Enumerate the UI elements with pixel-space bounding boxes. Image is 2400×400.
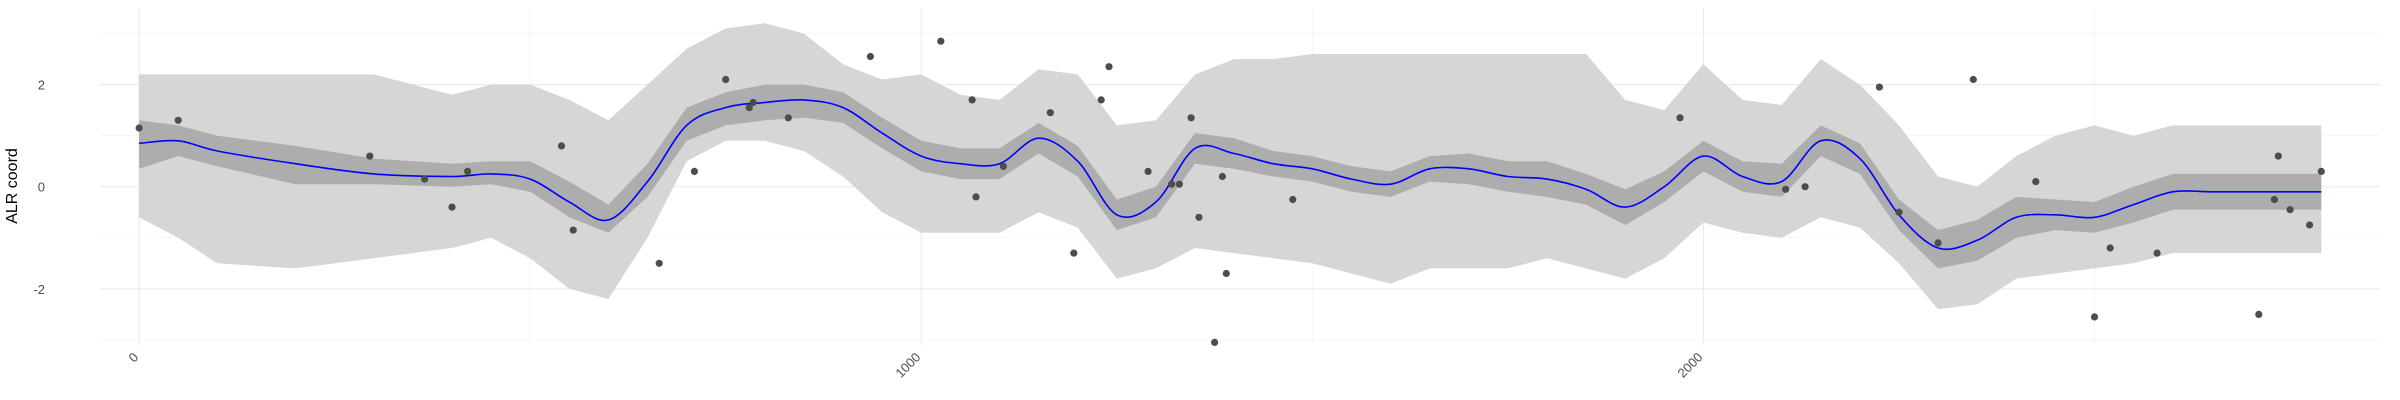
data-point <box>2090 313 2099 321</box>
data-point <box>135 124 143 132</box>
data-point <box>1934 239 1942 247</box>
data-point <box>1222 269 1230 278</box>
data-point <box>1046 109 1054 117</box>
data-point <box>1289 195 1297 204</box>
y-tick-label: 2 <box>38 78 45 93</box>
data-point <box>784 114 792 122</box>
data-point <box>1218 172 1226 181</box>
inner-confidence-band <box>139 84 2322 269</box>
data-point <box>1195 213 1203 221</box>
data-point <box>937 37 945 45</box>
data-point <box>2306 221 2314 229</box>
data-point <box>2274 152 2282 160</box>
data-point <box>2270 195 2278 204</box>
data-point <box>421 175 429 183</box>
data-point <box>722 75 730 84</box>
data-point <box>999 162 1008 170</box>
data-point <box>569 226 577 234</box>
data-point <box>1801 183 1809 191</box>
data-point <box>972 193 980 201</box>
data-point <box>1105 63 1113 71</box>
data-point <box>749 98 757 107</box>
data-point <box>2286 206 2294 214</box>
data-point <box>1969 75 1977 84</box>
data-point <box>1070 249 1078 257</box>
data-point <box>1676 114 1684 122</box>
data-point <box>2317 167 2325 175</box>
data-point <box>1895 208 1903 216</box>
y-tick-label: -2 <box>33 282 45 297</box>
y-tick-labels: -2 0 2 <box>33 78 45 297</box>
confidence-bands <box>139 23 2322 310</box>
data-point <box>448 203 456 211</box>
data-point <box>1144 167 1152 175</box>
data-point <box>968 96 976 104</box>
data-point <box>655 259 663 267</box>
data-point <box>464 167 472 175</box>
data-point <box>1097 96 1105 104</box>
data-point <box>557 142 566 150</box>
data-point <box>690 167 699 175</box>
data-point <box>2106 244 2114 252</box>
data-points <box>135 37 2325 346</box>
fit-line-group <box>139 98 2322 251</box>
data-point <box>1211 338 1219 346</box>
fit-line <box>139 98 2322 251</box>
data-point <box>2032 178 2040 186</box>
data-point <box>745 104 753 112</box>
data-point <box>2255 310 2263 318</box>
data-point <box>1875 83 1883 91</box>
data-point <box>1175 180 1183 188</box>
data-point <box>2153 249 2161 257</box>
data-point <box>174 116 182 124</box>
y-axis-title: ALR coord <box>4 148 21 224</box>
data-point <box>1168 180 1176 188</box>
data-point <box>866 52 875 61</box>
data-point <box>366 152 374 160</box>
data-point <box>1187 114 1195 122</box>
data-point <box>1782 185 1790 193</box>
y-tick-label: 0 <box>38 180 45 195</box>
